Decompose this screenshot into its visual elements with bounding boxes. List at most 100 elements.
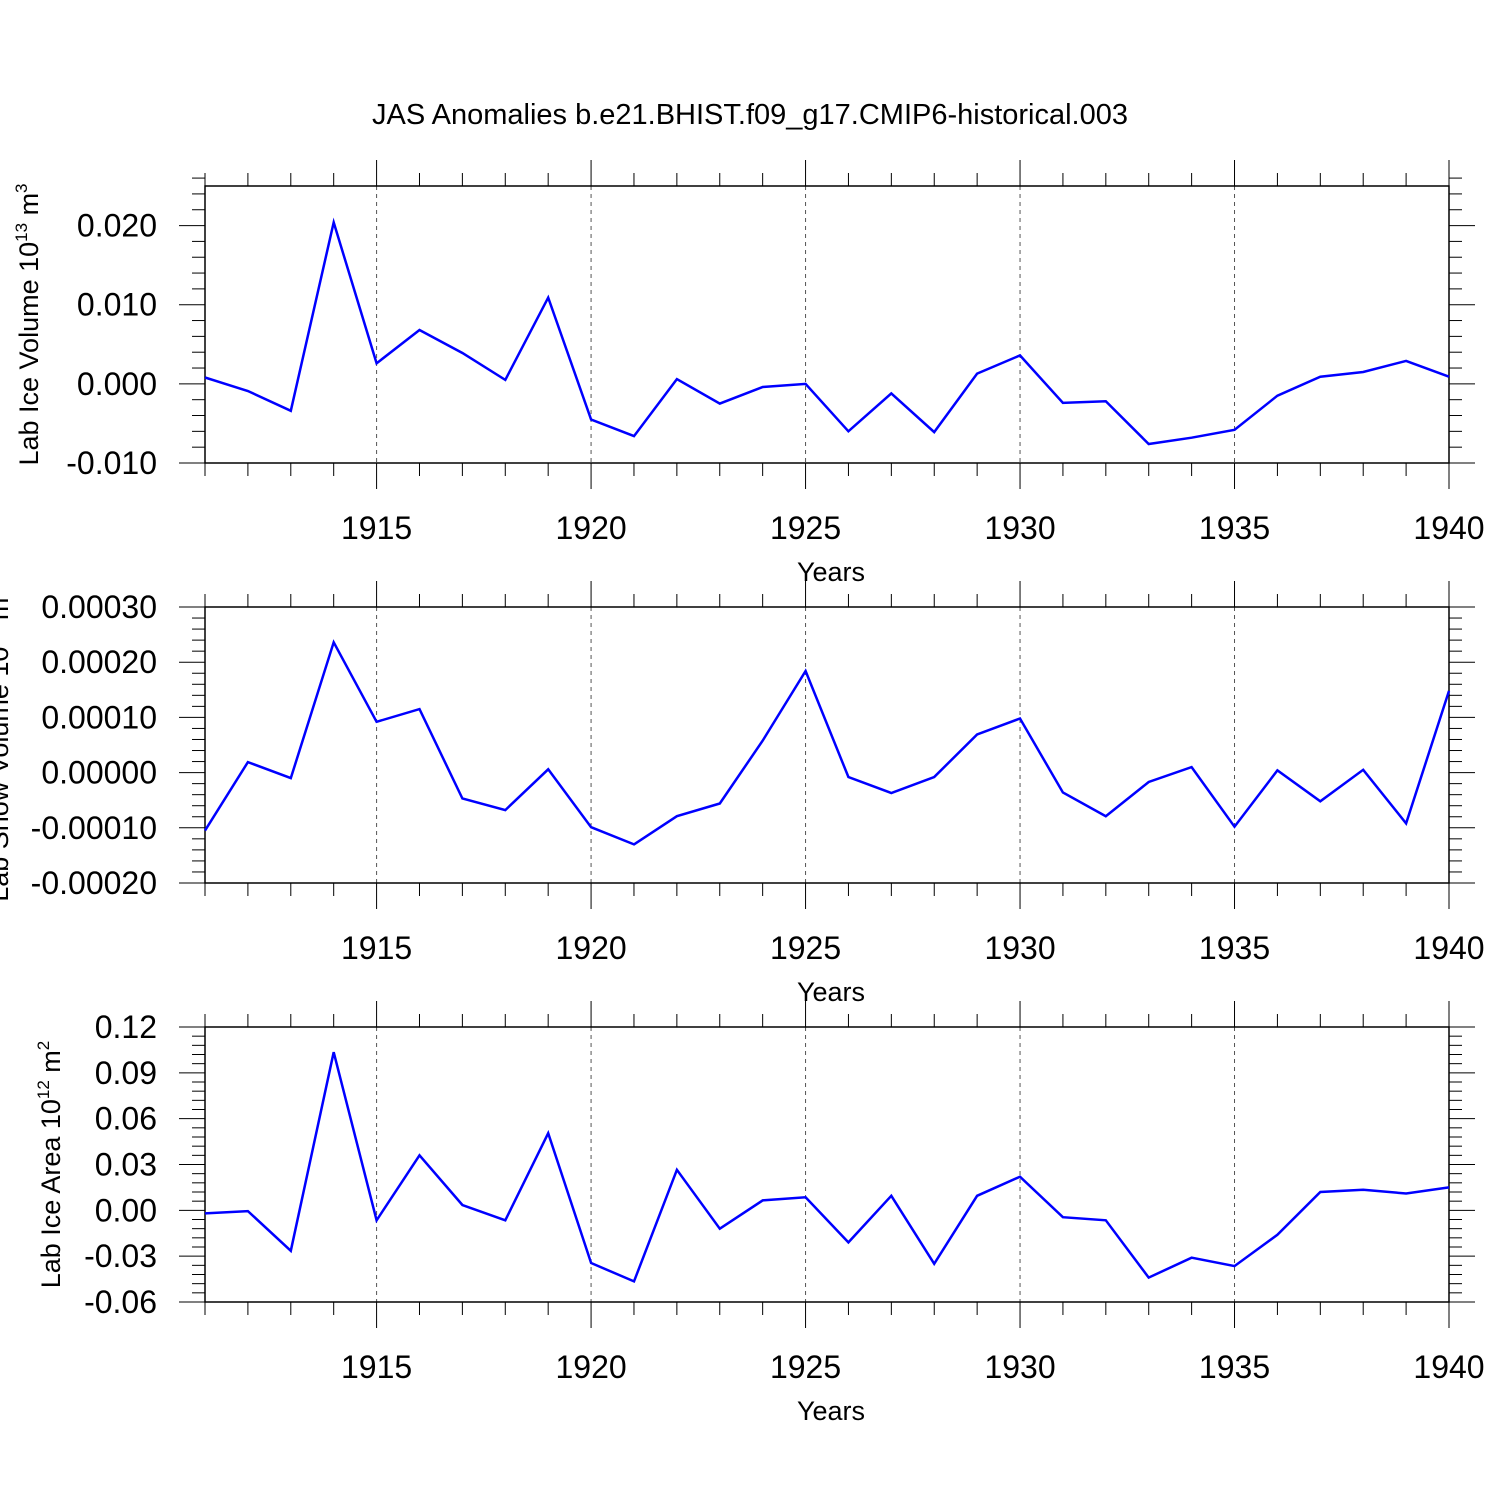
x-axis-label: Years: [797, 557, 865, 587]
data-point: [975, 372, 979, 376]
data-point: [589, 825, 593, 829]
data-point: [1104, 1218, 1108, 1222]
data-point: [1061, 1215, 1065, 1219]
data-point: [632, 842, 636, 846]
data-point: [1018, 353, 1022, 357]
data-point: [675, 814, 679, 818]
data-point: [804, 382, 808, 386]
y-tick-label: -0.010: [66, 445, 157, 481]
y-label-unit-exponent: 3: [0, 588, 1, 597]
data-point: [846, 775, 850, 779]
x-tick-label: 1925: [770, 510, 841, 546]
data-point: [460, 1203, 464, 1207]
y-label-exponent: 13: [0, 628, 1, 647]
x-tick-label: 1935: [1199, 930, 1270, 966]
x-tick-label: 1915: [341, 930, 412, 966]
data-point: [1404, 1192, 1408, 1196]
x-axis-label: Years: [797, 1396, 865, 1426]
data-point: [889, 791, 893, 795]
data-point: [975, 733, 979, 737]
data-point: [417, 707, 421, 711]
data-point: [1361, 370, 1365, 374]
data-point: [1190, 765, 1194, 769]
data-point: [1233, 1264, 1237, 1268]
data-point: [804, 1195, 808, 1199]
data-point: [1318, 1190, 1322, 1194]
x-tick-label: 1915: [341, 1349, 412, 1385]
data-point: [460, 797, 464, 801]
data-point: [846, 429, 850, 433]
y-tick-label: 0.09: [95, 1055, 157, 1091]
data-point: [846, 1240, 850, 1244]
panel-2: 1915 1920 1925 1930 1935 1940 Years -0.00020 -0.…: [0, 581, 1485, 1007]
data-point: [375, 720, 379, 724]
data-point: [1447, 375, 1451, 379]
data-point: [932, 775, 936, 779]
data-point: [1404, 359, 1408, 363]
data-point: [1190, 436, 1194, 440]
y-label-exponent: 12: [34, 1080, 53, 1099]
data-point: [889, 391, 893, 395]
data-point: [1104, 399, 1108, 403]
data-point: [1404, 821, 1408, 825]
data-point: [417, 1153, 421, 1157]
y-tick-label: -0.00020: [31, 865, 157, 901]
data-point: [932, 1262, 936, 1266]
data-point: [932, 430, 936, 434]
x-tick-label: 1940: [1413, 1349, 1484, 1385]
data-point: [589, 1261, 593, 1265]
data-point: [1275, 768, 1279, 772]
data-point: [332, 1050, 336, 1054]
data-point: [761, 385, 765, 389]
data-point: [1018, 717, 1022, 721]
panel-3: 1915 1920 1925 1930 1935 1940 Years -0.06 -0.03 0…: [34, 1001, 1485, 1426]
data-point: [889, 1194, 893, 1198]
data-point: [1061, 401, 1065, 405]
x-tick-label: 1940: [1413, 510, 1484, 546]
data-point: [289, 409, 293, 413]
data-point: [632, 1279, 636, 1283]
data-point: [503, 808, 507, 812]
data-point: [246, 389, 250, 393]
y-tick-label: 0.06: [95, 1101, 157, 1137]
series-line: [203, 639, 1451, 846]
x-tick-label: 1930: [984, 1349, 1055, 1385]
data-point: [718, 1227, 722, 1231]
y-axis-label: Lab Ice Volume 1013 m3: [12, 183, 44, 465]
data-point: [503, 378, 507, 382]
plot-frame: [204, 1026, 1450, 1303]
y-tick-label: 0.03: [95, 1147, 157, 1183]
x-tick-label: 1925: [770, 930, 841, 966]
y-axis-label: Lab Snow Volume 1013 m3: [0, 588, 14, 902]
y-axis-label: Lab Ice Area 1012 m2: [34, 1041, 66, 1289]
y-tick-label: -0.03: [84, 1238, 157, 1274]
y-tick-label: 0.12: [95, 1009, 157, 1045]
data-point: [632, 434, 636, 438]
y-label-base: Lab Ice Area 10: [36, 1099, 66, 1288]
data-point: [761, 739, 765, 743]
x-tick-label: 1940: [1413, 930, 1484, 966]
data-point: [1233, 825, 1237, 829]
data-point: [503, 1218, 507, 1222]
data-point: [804, 669, 808, 673]
data-point: [1361, 1188, 1365, 1192]
x-tick-label: 1920: [555, 930, 626, 966]
data-point: [417, 328, 421, 332]
data-point: [675, 377, 679, 381]
data-point: [246, 760, 250, 764]
data-point: [460, 351, 464, 355]
plot-frame: [204, 606, 1450, 884]
y-tick-label: 0.010: [77, 287, 157, 323]
data-point: [1318, 799, 1322, 803]
y-label-exponent: 13: [12, 223, 31, 242]
data-point: [332, 640, 336, 644]
x-tick-label: 1915: [341, 510, 412, 546]
x-tick-label: 1920: [555, 510, 626, 546]
x-tick-label: 1935: [1199, 510, 1270, 546]
data-point: [1018, 1175, 1022, 1179]
data-point: [546, 767, 550, 771]
data-point: [1190, 1256, 1194, 1260]
data-point: [203, 376, 207, 380]
data-point: [203, 829, 207, 833]
y-label-unit: m: [0, 598, 14, 628]
